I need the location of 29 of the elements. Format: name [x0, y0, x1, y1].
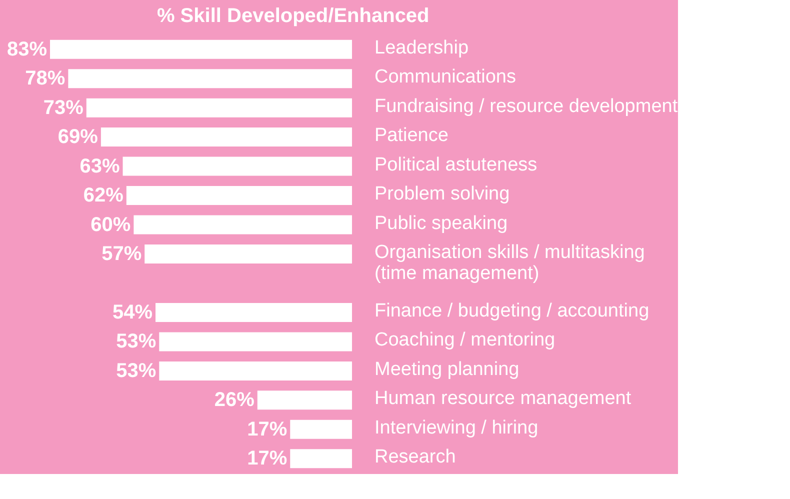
y-tick-label: Communications	[374, 66, 516, 88]
data-label: 62%	[83, 184, 124, 207]
data-label: 26%	[214, 389, 255, 412]
y-tick-label: Political astuteness	[374, 154, 538, 176]
y-tick-label: Finance / budgeting / accounting	[374, 300, 650, 322]
y-tick-label: Public speaking	[374, 212, 508, 234]
y-tick-label: Problem solving	[374, 184, 510, 205]
data-label: 83%	[6, 38, 48, 60]
data-label: 54%	[112, 301, 153, 324]
data-label: 69%	[58, 126, 98, 148]
y-tick-label: Interviewing / hiring	[374, 417, 538, 438]
y-tick-label: Fundraising / resource development	[374, 96, 678, 117]
y-tick-label: Research	[374, 446, 456, 468]
y-tick-label: Meeting planning	[374, 358, 520, 380]
data-label: 73%	[43, 96, 84, 119]
chart-title: % Skill Developed/Enhanced	[156, 5, 430, 27]
y-tick-label: Human resource management	[374, 388, 632, 410]
data-label: 60%	[90, 214, 131, 236]
data-label: 17%	[247, 448, 288, 470]
y-tick-label: Leadership	[374, 37, 469, 58]
data-label: 78%	[25, 68, 66, 90]
data-label: 63%	[80, 155, 120, 178]
y-tick-label: Organisation skills / multitasking (time management)	[374, 242, 645, 284]
data-label: 53%	[116, 360, 156, 382]
data-label: 57%	[102, 243, 142, 265]
data-label: 17%	[247, 418, 288, 440]
y-tick-label: Coaching / mentoring	[374, 330, 556, 351]
data-label: 53%	[116, 330, 156, 353]
y-tick-label: Patience	[374, 125, 448, 146]
